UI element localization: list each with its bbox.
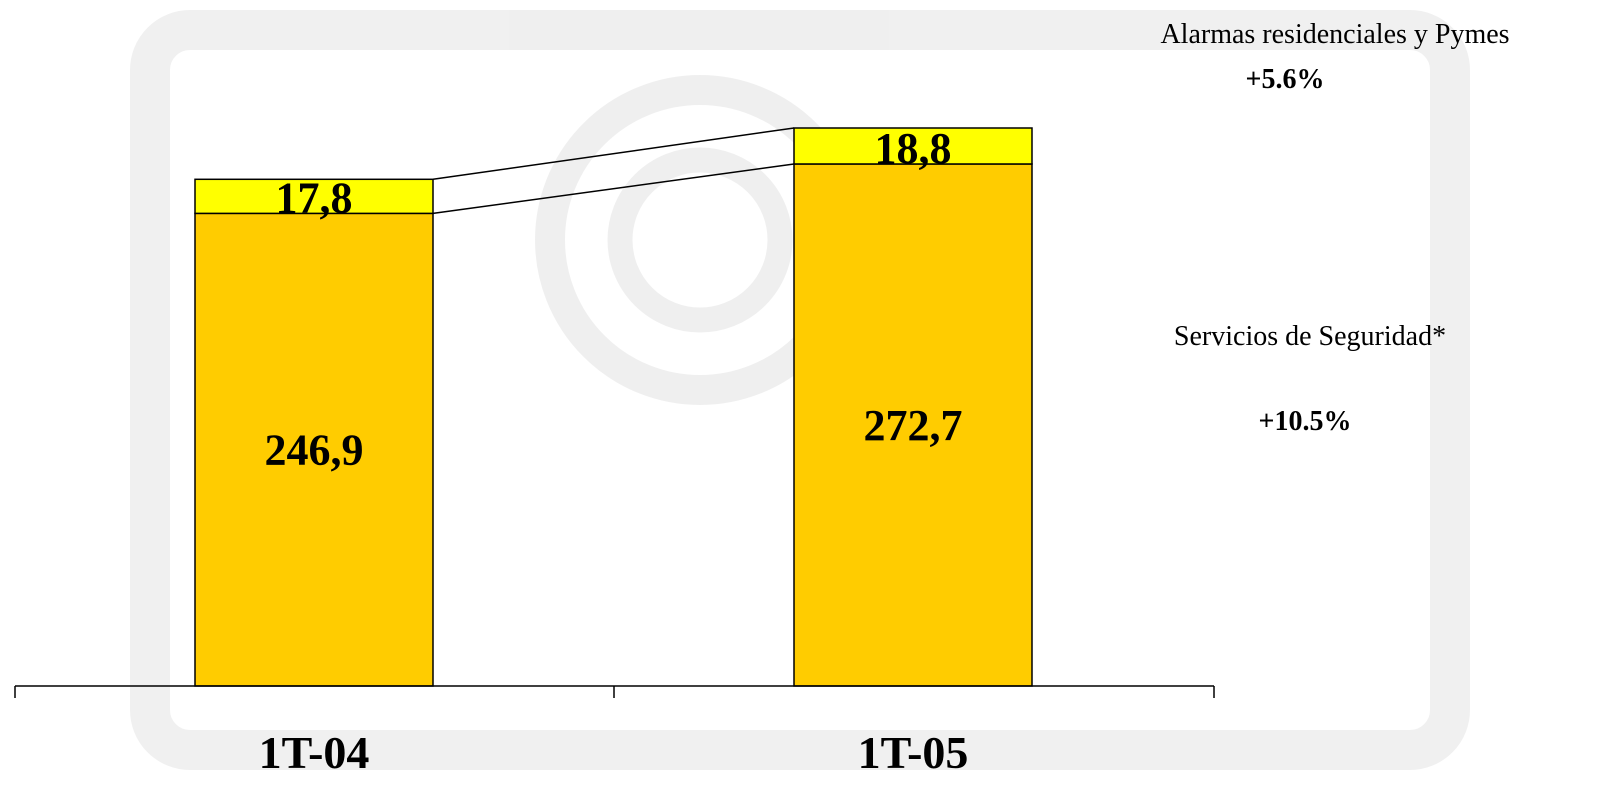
series-name-alarmas: Alarmas residenciales y Pymes: [1160, 19, 1509, 50]
connector-line-series-1: [432, 127, 795, 181]
data-label-1T-05-series-0: 272,7: [864, 401, 963, 450]
x-tick-label-1T-04: 1T-04: [259, 727, 370, 778]
bar-1T-05-series-1: [793, 127, 1033, 165]
series-name-servicios: Servicios de Seguridad*: [1174, 321, 1446, 352]
data-label-1T-04-series-0: 246,9: [265, 426, 364, 475]
bar-1T-05-series-0: [793, 163, 1033, 687]
change-servicios: +10.5%: [1259, 406, 1352, 437]
data-label-1T-04-series-1: 17,8: [276, 173, 353, 222]
data-label-1T-05-series-1: 18,8: [875, 124, 952, 173]
bar-1T-04-series-0: [194, 212, 434, 687]
bar-1T-04-series-1: [194, 178, 434, 215]
change-alarmas: +5.6%: [1246, 64, 1325, 95]
connector-line-series-0: [432, 163, 795, 215]
x-tick-label-1T-05: 1T-05: [858, 727, 969, 778]
